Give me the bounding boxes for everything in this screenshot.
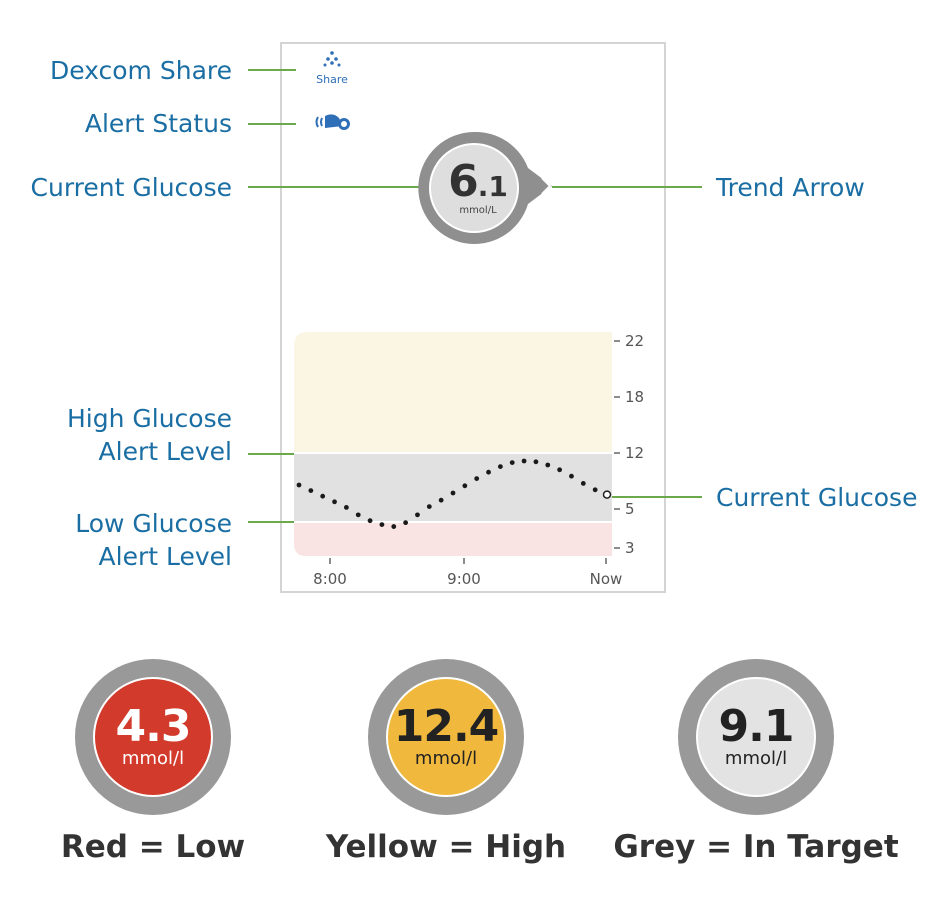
y-tick-label: 3 xyxy=(625,539,635,557)
glucose-reading-point xyxy=(426,504,432,509)
leader-low-alert xyxy=(248,521,318,523)
current-glucose-value: 6.1 xyxy=(443,156,513,207)
high-zone xyxy=(294,332,612,453)
glucose-reading-point xyxy=(415,512,420,518)
glucose-reading-point xyxy=(580,481,586,486)
callout-dexcom-share: Dexcom Share xyxy=(49,56,232,85)
sample-value: 9.1 xyxy=(718,701,795,752)
glucose-decimal: .1 xyxy=(477,170,508,203)
glucose-unit: mmol/L xyxy=(459,205,497,216)
glucose-reading-point xyxy=(486,469,491,475)
glucose-reading-point xyxy=(497,464,503,469)
glucose-reading-point xyxy=(592,487,598,493)
leader-current-glucose-dial xyxy=(248,186,454,188)
glucose-reading-point xyxy=(355,512,361,518)
sample-unit: mmol/l xyxy=(724,748,788,769)
glucose-reading-point xyxy=(391,524,397,529)
current-glucose-point xyxy=(602,490,612,499)
glucose-reading-point xyxy=(569,473,574,479)
sample-unit: mmol/l xyxy=(121,748,185,769)
sample-dial: 9.1 mmol/l xyxy=(678,659,834,815)
leader-alert-status xyxy=(248,123,296,125)
glucose-reading-point xyxy=(521,458,527,464)
glucose-reading-point xyxy=(474,476,480,481)
glucose-dial xyxy=(418,131,552,244)
glucose-reading-point xyxy=(403,520,409,526)
leader-high-alert xyxy=(248,453,318,455)
sample-dial: 4.3 mmol/l xyxy=(75,659,231,815)
glucose-reading-point xyxy=(509,460,515,465)
glucose-reading-point xyxy=(332,499,337,505)
legend-label: Yellow = High xyxy=(325,829,567,865)
sample-value: 12.4 xyxy=(393,701,500,752)
glucose-reading-point xyxy=(533,459,539,465)
share-dots-icon xyxy=(323,51,341,67)
glucose-reading-point xyxy=(450,490,456,496)
x-tick-label: Now xyxy=(590,570,623,588)
callout-current-glucose-graph: Current Glucose xyxy=(716,483,918,512)
glucose-reading-point xyxy=(296,482,302,488)
sample-value: 4.3 xyxy=(115,701,192,752)
dexcom-share-icon[interactable]: Share xyxy=(314,50,350,86)
x-tick-label: 9:00 xyxy=(447,570,481,588)
legend-label: Grey = In Target xyxy=(613,829,899,865)
glucose-reading-point xyxy=(379,522,385,527)
sample-dial: 12.4 mmol/l xyxy=(368,659,524,815)
y-tick-label: 12 xyxy=(625,444,644,462)
glucose-reading-point xyxy=(557,467,563,473)
sample-dial-inner: 9.1 mmol/l xyxy=(696,677,816,797)
glucose-reading-point xyxy=(343,505,349,510)
sample-dial-inner: 4.3 mmol/l xyxy=(93,677,213,797)
y-tick-label: 22 xyxy=(625,332,644,350)
dial-inner-circle xyxy=(429,143,519,233)
callout-low-alert-line2: Alert Level xyxy=(98,542,232,571)
y-tick-label: 18 xyxy=(625,388,644,406)
glucose-reading-point xyxy=(545,462,551,468)
target-zone xyxy=(294,453,612,522)
sample-dial-inner: 12.4 mmol/l xyxy=(386,677,506,797)
vibrate-bell-icon xyxy=(315,114,350,130)
callout-trend-arrow: Trend Arrow xyxy=(716,173,865,202)
leader-current-glucose-graph xyxy=(612,496,702,498)
y-tick-label: 5 xyxy=(625,500,635,518)
low-zone xyxy=(294,522,612,556)
x-tick-label: 8:00 xyxy=(313,570,347,588)
glucose-reading-point xyxy=(462,483,468,489)
leader-trend-arrow xyxy=(552,186,702,188)
glucose-reading-point xyxy=(308,488,314,493)
share-label: Share xyxy=(316,73,348,86)
leader-dexcom-share xyxy=(248,69,296,71)
sample-unit: mmol/l xyxy=(414,748,478,769)
glucose-reading-point xyxy=(367,518,373,524)
glucose-reading-point xyxy=(320,493,326,499)
callout-current-glucose-dial: Current Glucose xyxy=(30,173,232,202)
glucose-reading-point xyxy=(438,497,444,503)
callout-high-alert-line1: High Glucose xyxy=(66,404,232,433)
callout-low-alert-line1: Low Glucose xyxy=(75,509,232,538)
callout-high-alert-line2: Alert Level xyxy=(98,437,232,466)
legend-label: Red = Low xyxy=(60,829,246,865)
trend-arrow-icon xyxy=(541,177,552,195)
callout-alert-status: Alert Status xyxy=(84,109,232,138)
alert-status-icon[interactable] xyxy=(313,110,353,139)
glucose-integer: 6 xyxy=(448,156,479,207)
